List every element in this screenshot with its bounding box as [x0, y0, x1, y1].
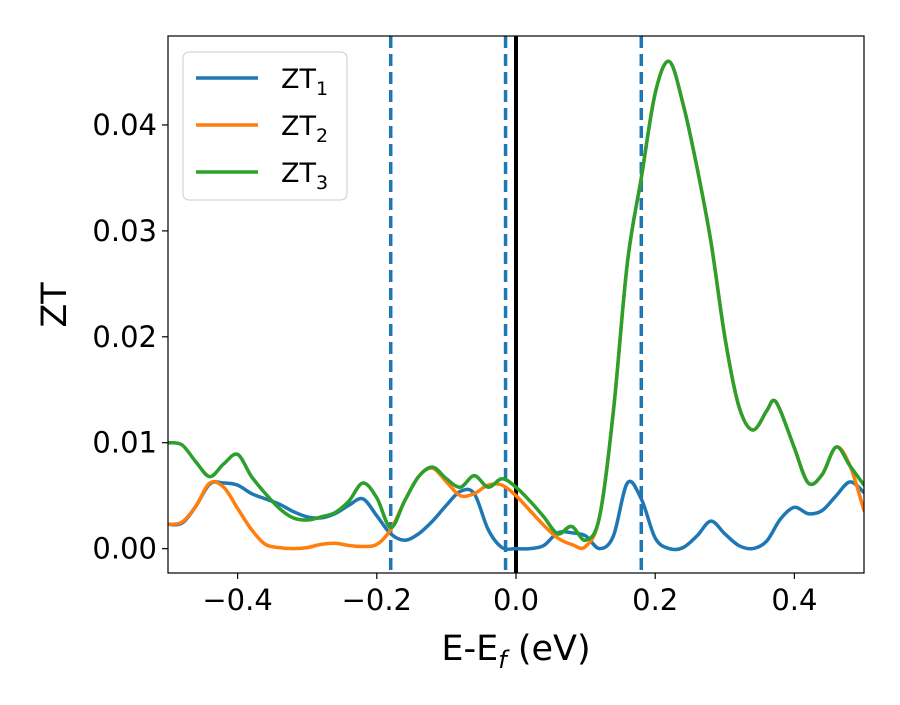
- x-tick-label: −0.2: [342, 583, 412, 617]
- legend-box: [182, 51, 348, 201]
- x-tick-label: 0.4: [771, 583, 817, 617]
- y-tick-label: 0.04: [92, 108, 157, 142]
- reference-lines: [388, 36, 644, 573]
- x-axis-ticks: −0.4 −0.2 0.0 0.2 0.4: [202, 573, 817, 617]
- x-tick-label: 0.0: [493, 583, 539, 617]
- series-line-zt3: [168, 59, 864, 542]
- y-axis-ticks: 0.00 0.01 0.02 0.03 0.04: [92, 108, 168, 566]
- legend: ZT1 ZT2 ZT3: [182, 51, 348, 201]
- x-tick-label: 0.2: [632, 583, 678, 617]
- y-tick-label: 0.01: [92, 426, 157, 460]
- x-axis-title: E-Ef (eV): [441, 629, 590, 674]
- y-tick-label: 0.03: [92, 214, 157, 248]
- legend-label-zt1: ZT1: [281, 64, 328, 100]
- series-lines: [168, 59, 864, 552]
- legend-label-zt3: ZT3: [281, 158, 328, 194]
- legend-label-zt2: ZT2: [281, 111, 328, 147]
- x-tick-label: −0.4: [202, 583, 272, 617]
- y-tick-label: 0.02: [92, 320, 157, 354]
- series-line-zt1: [168, 479, 864, 552]
- y-axis-title: ZT: [35, 282, 75, 328]
- y-tick-label: 0.00: [92, 532, 157, 566]
